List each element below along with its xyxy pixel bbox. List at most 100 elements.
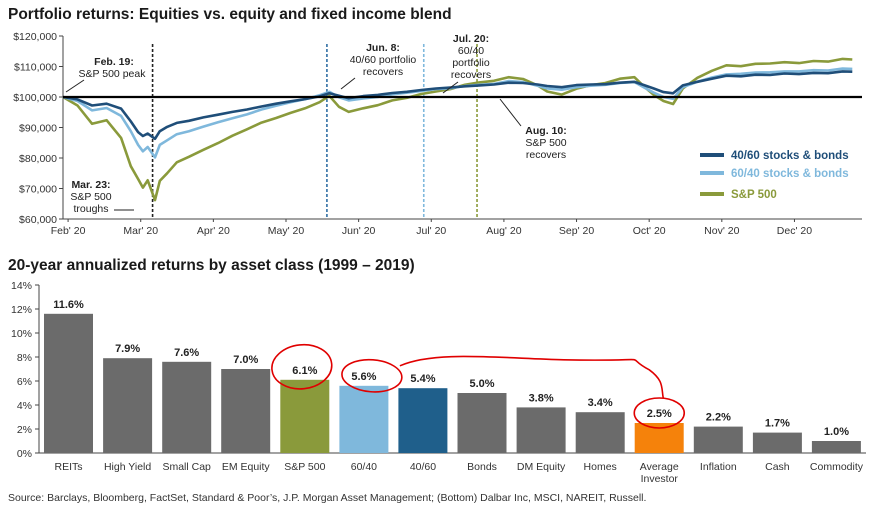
category-label: Small Cap <box>162 461 211 473</box>
bar <box>280 379 330 453</box>
bar <box>162 361 212 453</box>
annotation-text: S&P 500 peak <box>79 68 147 80</box>
y-tick-label: 12% <box>11 304 32 316</box>
y-tick-label: $100,000 <box>13 92 57 104</box>
data-label: 5.0% <box>469 378 494 390</box>
annotation-arrow <box>442 81 459 94</box>
x-tick-label: May' 20 <box>268 225 305 237</box>
annotation-text: S&P 500 <box>70 191 111 203</box>
legend-label: S&P 500 <box>731 189 777 201</box>
data-label: 2.2% <box>706 412 731 424</box>
bar <box>575 412 625 453</box>
category-label: DM Equity <box>517 461 566 473</box>
bar <box>516 407 566 453</box>
data-label: 1.7% <box>765 418 790 430</box>
data-label: 1.0% <box>824 426 849 438</box>
category-label: Investor <box>641 473 679 485</box>
annotation-text: recovers <box>363 66 403 78</box>
category-label: 60/40 <box>351 461 377 473</box>
x-tick-label: Nov' 20 <box>704 225 739 237</box>
annotation-title: Mar. 23: <box>71 179 110 191</box>
legend-label: 40/60 stocks & bonds <box>731 150 849 162</box>
bar <box>103 358 153 453</box>
category-label: Homes <box>584 461 617 473</box>
x-tick-label: Sep' 20 <box>559 225 594 237</box>
y-tick-label: 10% <box>11 328 32 340</box>
y-tick-label: 0% <box>17 448 32 460</box>
category-label: 40/60 <box>410 461 436 473</box>
data-label: 11.6% <box>53 299 84 311</box>
series-line <box>62 70 853 141</box>
data-label: 7.9% <box>115 343 140 355</box>
annotation-text: recovers <box>451 69 491 81</box>
y-tick-label: 8% <box>17 352 32 364</box>
legend-item: 40/60 stocks & bonds <box>700 150 849 162</box>
line-chart-title: Portfolio returns: Equities vs. equity a… <box>8 6 452 23</box>
data-label: 3.4% <box>588 397 613 409</box>
annotation-arrow <box>340 77 356 90</box>
bar <box>339 385 389 453</box>
y-tick-label: $120,000 <box>13 31 57 43</box>
annotation-title: Jun. 8: <box>366 42 400 54</box>
bar <box>457 393 507 453</box>
annotation-text: troughs <box>73 203 108 215</box>
annotation-text: S&P 500 <box>525 137 566 149</box>
x-tick-label: Apr' 20 <box>197 225 230 237</box>
data-label: 7.0% <box>233 354 258 366</box>
category-label: Commodity <box>810 461 864 473</box>
category-label: Average <box>640 461 679 473</box>
category-label: High Yield <box>104 461 151 473</box>
annotation-text: 40/60 portfolio <box>350 54 417 66</box>
data-label: 5.6% <box>351 371 376 383</box>
bar <box>221 369 271 453</box>
data-label: 7.6% <box>174 347 199 359</box>
annotation-text: portfolio <box>452 57 490 69</box>
category-label: EM Equity <box>222 461 271 473</box>
data-label: 2.5% <box>647 408 672 420</box>
x-tick-label: Feb' 20 <box>51 225 86 237</box>
annotation-text: recovers <box>526 149 566 161</box>
annotation-arrow <box>65 79 85 93</box>
category-label: Bonds <box>467 461 497 473</box>
category-label: REITs <box>55 461 83 473</box>
y-tick-label: 6% <box>17 376 32 388</box>
y-tick-label: $80,000 <box>19 153 57 165</box>
annotation-title: Aug. 10: <box>525 125 566 137</box>
y-tick-label: 14% <box>11 280 32 292</box>
y-tick-label: 2% <box>17 424 32 436</box>
y-tick-label: $60,000 <box>19 214 57 226</box>
x-tick-label: Jul' 20 <box>416 225 446 237</box>
highlight-circle <box>633 397 686 429</box>
x-tick-label: Oct' 20 <box>633 225 666 237</box>
x-tick-label: Dec' 20 <box>777 225 812 237</box>
x-tick-label: Aug' 20 <box>486 225 521 237</box>
annotation-text: 60/40 <box>458 45 484 57</box>
data-label: 5.4% <box>410 373 435 385</box>
legend-item: 60/40 stocks & bonds <box>700 168 849 180</box>
series-line <box>62 57 853 202</box>
line-chart: $60,000 $70,000 $80,000 $90,000 $100,000 $110… <box>13 31 862 237</box>
annotation-title: Feb. 19: <box>94 56 134 68</box>
source-note: Source: Barclays, Bloomberg, FactSet, St… <box>8 492 647 504</box>
annotation-title: Jul. 20: <box>453 33 489 45</box>
bar-chart-title: 20-year annualized returns by asset clas… <box>8 257 415 274</box>
x-tick-label: Mar' 20 <box>123 225 158 237</box>
bar <box>693 426 743 453</box>
highlight-circle <box>271 343 333 390</box>
y-tick-label: $70,000 <box>19 184 57 196</box>
x-tick-label: Jun' 20 <box>342 225 376 237</box>
highlight-connector <box>399 355 665 399</box>
y-tick-label: $110,000 <box>14 62 57 74</box>
category-label: Inflation <box>700 461 737 473</box>
category-label: S&P 500 <box>284 461 325 473</box>
y-tick-label: 4% <box>17 400 32 412</box>
annotation-feb19: Feb. 19: <box>94 56 134 68</box>
bar <box>811 441 861 453</box>
y-tick-label: $90,000 <box>19 123 57 135</box>
data-label: 6.1% <box>292 365 317 377</box>
legend-label: 60/40 stocks & bonds <box>731 168 849 180</box>
